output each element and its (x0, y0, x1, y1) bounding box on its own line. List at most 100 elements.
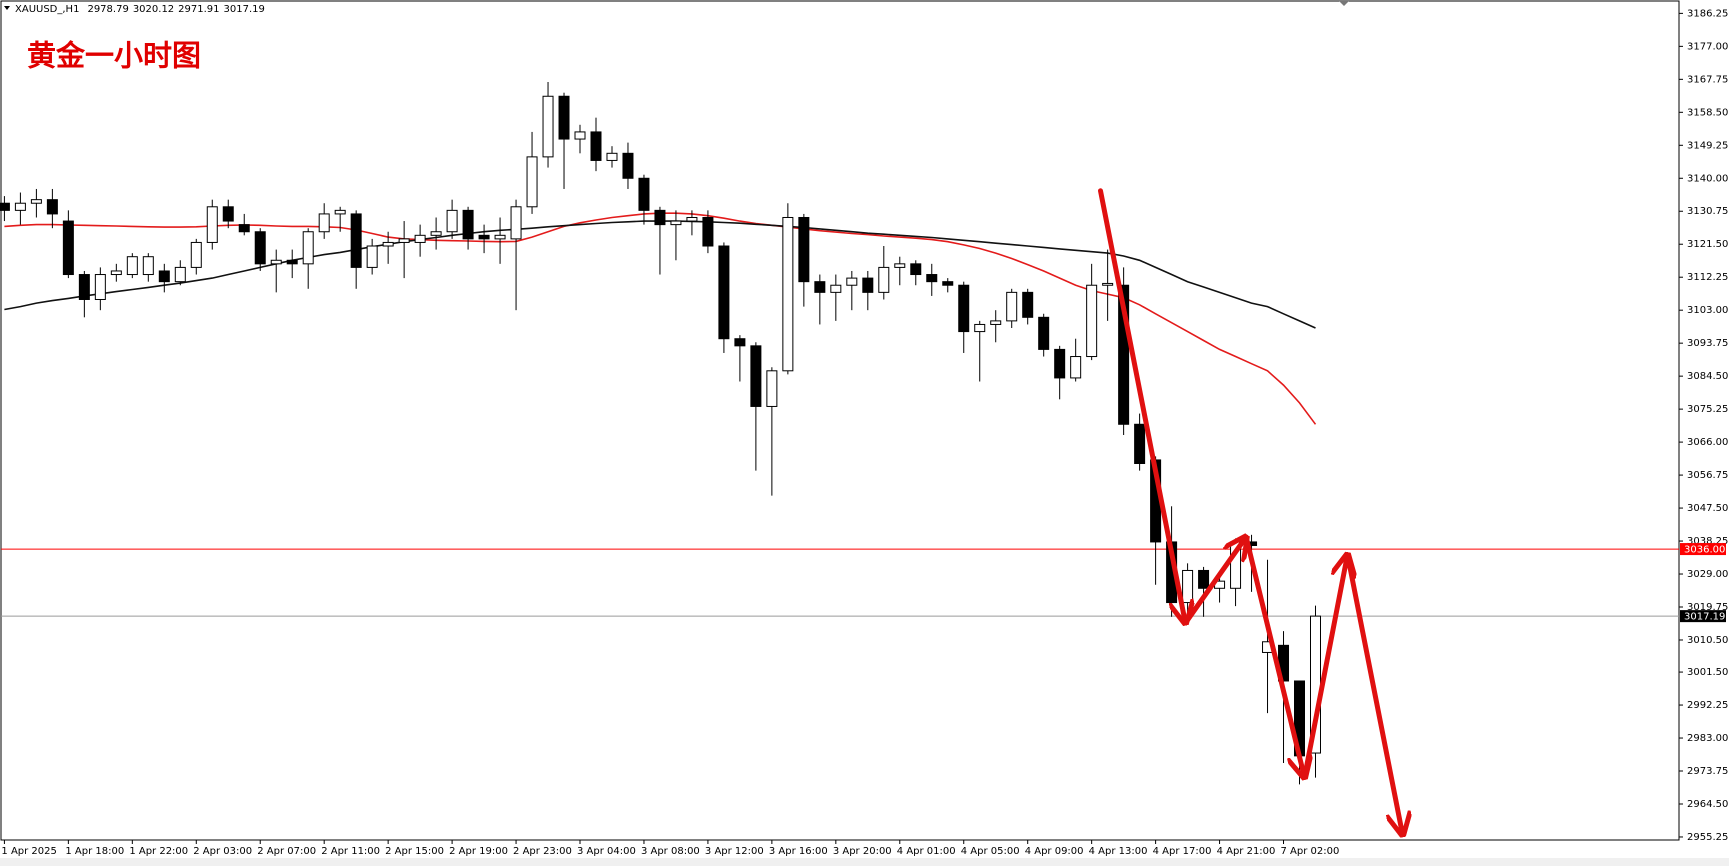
candle-body (590, 131, 602, 161)
candle-body (606, 152, 618, 161)
y-tick-label: 3186.25 (1687, 8, 1728, 19)
candle-body (206, 206, 218, 243)
y-tick-label: 3140.00 (1687, 173, 1728, 184)
y-tick-label: 2992.25 (1687, 700, 1728, 711)
header-triangle (4, 6, 10, 10)
candle-body (78, 274, 90, 300)
price-level-label: 3017.19 (1684, 612, 1725, 623)
candle-body (942, 281, 954, 286)
candle-body (286, 259, 298, 265)
candle-body (686, 216, 698, 222)
candle-body (142, 256, 154, 276)
candle-body (62, 220, 74, 276)
x-tick-label: 3 Apr 12:00 (705, 846, 764, 857)
y-tick-label: 2955.25 (1687, 832, 1728, 843)
header-close: 3017.19 (224, 4, 265, 15)
x-tick-label: 3 Apr 08:00 (641, 846, 700, 857)
candle-body (878, 266, 890, 293)
x-tick-label: 2 Apr 07:00 (257, 846, 316, 857)
candle-body (366, 245, 378, 268)
candle-body (702, 216, 714, 247)
candle-body (798, 216, 810, 283)
candle-body (558, 95, 570, 140)
y-tick-label: 3093.75 (1687, 338, 1728, 349)
candle-body (318, 213, 330, 233)
y-tick-label: 3001.50 (1687, 667, 1728, 678)
y-tick-label: 3029.00 (1687, 569, 1728, 580)
x-tick-label: 3 Apr 20:00 (833, 846, 892, 857)
candle-body (670, 220, 682, 226)
candle-body (862, 277, 874, 293)
arrow (1302, 555, 1348, 780)
y-tick-label: 2964.50 (1687, 799, 1728, 810)
candle-body (894, 263, 906, 268)
x-tick-label: 1 Apr 2025 (1, 846, 56, 857)
candle-body (398, 238, 410, 243)
x-tick-label: 3 Apr 04:00 (577, 846, 636, 857)
scroll-marker (1339, 1, 1349, 6)
candle-body (910, 263, 922, 276)
candle-body (510, 206, 522, 240)
x-tick-label: 2 Apr 19:00 (449, 846, 508, 857)
candle-body (542, 95, 554, 158)
x-tick-label: 2 Apr 03:00 (193, 846, 252, 857)
candle-body (622, 152, 634, 179)
candle-body (222, 206, 234, 222)
x-tick-label: 4 Apr 21:00 (1217, 846, 1276, 857)
candle-body (334, 209, 346, 215)
candle-body (958, 284, 970, 333)
candle-body (430, 231, 442, 236)
header-open: 2978.79 (87, 4, 128, 15)
candle-body (94, 274, 106, 300)
candle-body (734, 338, 746, 347)
x-tick-label: 1 Apr 22:00 (129, 846, 188, 857)
candle-body (0, 202, 10, 211)
arrow (1345, 552, 1403, 835)
header-low: 2971.91 (178, 4, 219, 15)
candle-body (766, 370, 778, 407)
x-tick-label: 2 Apr 23:00 (513, 846, 572, 857)
y-tick-label: 3149.25 (1687, 140, 1728, 151)
candle-body (158, 270, 170, 283)
x-tick-label: 4 Apr 05:00 (961, 846, 1020, 857)
x-tick-label: 2 Apr 11:00 (321, 846, 380, 857)
y-tick-label: 3177.00 (1687, 41, 1728, 52)
candle-body (782, 216, 794, 372)
y-tick-label: 3038.25 (1687, 536, 1728, 547)
candle-body (830, 284, 842, 293)
y-tick-label: 2973.75 (1687, 766, 1728, 777)
x-tick-label: 1 Apr 18:00 (65, 846, 124, 857)
candle-body (174, 266, 186, 283)
arrow (1098, 188, 1186, 623)
candle-body (478, 234, 490, 240)
header-text: XAUUSD_,H1 2978.79 3020.12 2971.91 3017.19 (15, 4, 265, 15)
y-tick-label: 3075.25 (1687, 404, 1728, 415)
candle-body (46, 199, 58, 215)
y-tick-label: 3167.75 (1687, 74, 1728, 85)
candle-body (974, 323, 986, 333)
candle-body (1134, 423, 1146, 464)
candle-body (110, 270, 122, 276)
candle-body (254, 231, 266, 265)
x-tick-label: 4 Apr 01:00 (897, 846, 956, 857)
plot-frame (0, 0, 1680, 841)
price-level-label: 3036.00 (1684, 545, 1725, 556)
y-tick-label: 3056.75 (1687, 470, 1728, 481)
y-tick-label: 3158.50 (1687, 107, 1728, 118)
candle-body (846, 277, 858, 286)
x-tick-label: 7 Apr 02:00 (1281, 846, 1340, 857)
x-tick-label: 3 Apr 16:00 (769, 846, 828, 857)
candle-body (446, 209, 458, 233)
candle-body (1022, 291, 1034, 318)
x-tick-label: 4 Apr 09:00 (1025, 846, 1084, 857)
candle-body (14, 202, 26, 211)
candle-body (126, 256, 138, 276)
candle-body (654, 209, 666, 226)
candle-body (302, 231, 314, 265)
candle-body (190, 241, 202, 268)
candle-body (462, 209, 474, 240)
candle-body (1038, 316, 1050, 350)
candle-body (718, 245, 730, 340)
